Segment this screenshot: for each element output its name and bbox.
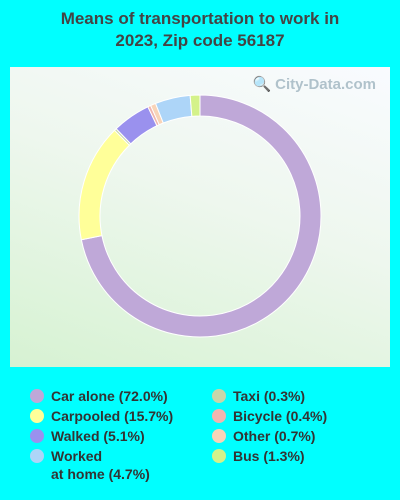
legend-label: Worked at home (4.7%) (51, 448, 150, 482)
legend-swatch (212, 409, 226, 423)
legend-item: Taxi (0.3%) (212, 387, 305, 405)
magnifier-icon: 🔍 (252, 76, 272, 93)
chart-title: Means of transportation to work in 2023,… (60, 9, 340, 50)
plot-area: 🔍 City-Data.com (10, 67, 390, 367)
legend-swatch (30, 389, 44, 403)
legend-swatch (30, 409, 44, 423)
legend-item: Carpooled (15.7%) (30, 407, 173, 425)
donut-slice (189, 94, 201, 117)
donut-slice (80, 94, 322, 338)
legend-swatch (212, 389, 226, 403)
legend-label: Taxi (0.3%) (233, 388, 306, 404)
legend-label: Other (0.7%) (233, 428, 316, 444)
legend-swatch (212, 449, 226, 463)
watermark-text: City-Data.com (275, 75, 376, 93)
legend-label: Walked (5.1%) (51, 428, 145, 444)
legend-label: Bus (1.3%) (233, 448, 305, 464)
donut-slice (78, 129, 131, 241)
donut-chart (78, 94, 322, 338)
legend-label: Car alone (72.0%) (51, 388, 168, 404)
legend-label: Carpooled (15.7%) (51, 408, 174, 424)
legend-item: Bus (1.3%) (212, 447, 305, 465)
legend-label: Bicycle (0.4%) (233, 408, 328, 424)
legend-item: Walked (5.1%) (30, 427, 145, 445)
watermark: 🔍 City-Data.com (252, 75, 376, 94)
legend: Car alone (72.0%) Taxi (0.3%) Carpooled (1… (0, 380, 400, 500)
legend-item: Other (0.7%) (212, 427, 315, 445)
legend-swatch (212, 429, 226, 443)
legend-item: Worked at home (4.7%) (30, 447, 150, 483)
legend-swatch (30, 449, 44, 463)
legend-item: Bicycle (0.4%) (212, 407, 327, 425)
legend-item: Car alone (72.0%) (30, 387, 168, 405)
legend-swatch (30, 429, 44, 443)
